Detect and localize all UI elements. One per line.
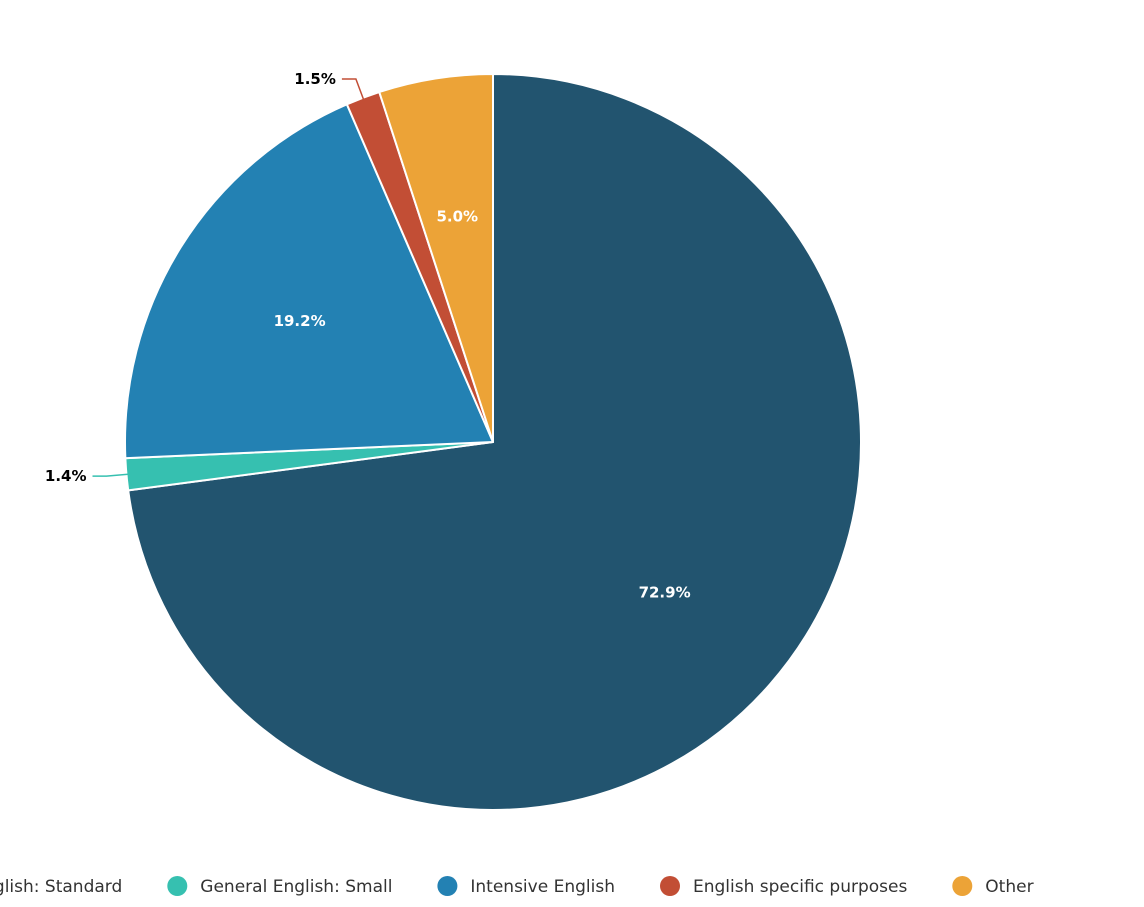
legend-item-other[interactable]: Other	[985, 877, 1033, 897]
label-connectors	[92, 78, 366, 477]
legend-label-general-english-small: General English: Small	[200, 877, 392, 897]
legend-label-other: Other	[985, 877, 1033, 897]
legend-label-general-english-standard: General English: Standard	[0, 877, 122, 897]
data-label-general-english-standard: 72.9%	[639, 583, 691, 601]
legend-item-general-english-small[interactable]: General English: Small	[200, 877, 392, 897]
data-label-general-english-small: 1.4%	[45, 467, 87, 485]
legend-item-general-english-standard[interactable]: General English: Standard	[0, 877, 122, 897]
pie-slices	[124, 73, 862, 811]
data-labels: 72.9% 1.4% 19.2% 1.5% 5.0%	[45, 70, 691, 601]
legend: General English: Standard General English…	[0, 876, 1034, 897]
pie-slice-other[interactable]	[378, 73, 494, 443]
legend-label-english-specific-purposes: English specific purposes	[693, 877, 907, 897]
data-label-other: 5.0%	[436, 208, 478, 226]
data-label-english-specific-purposes: 1.5%	[294, 70, 336, 88]
legend-item-intensive-english[interactable]: Intensive English	[470, 877, 615, 897]
label-connector-english-specific-purposes	[341, 78, 366, 102]
legend-marker-english-specific-purposes	[660, 876, 680, 896]
legend-label-intensive-english: Intensive English	[470, 877, 615, 897]
pie-slice-intensive-english[interactable]	[124, 103, 494, 460]
legend-marker-intensive-english	[437, 876, 458, 896]
data-label-intensive-english: 19.2%	[274, 312, 326, 330]
pie-slice-general-english-standard[interactable]	[127, 73, 862, 811]
legend-marker-other	[952, 876, 973, 896]
label-connector-general-english-small	[92, 473, 131, 477]
legend-item-english-specific-purposes[interactable]: English specific purposes	[693, 877, 907, 897]
legend-marker-general-english-small	[167, 876, 188, 896]
